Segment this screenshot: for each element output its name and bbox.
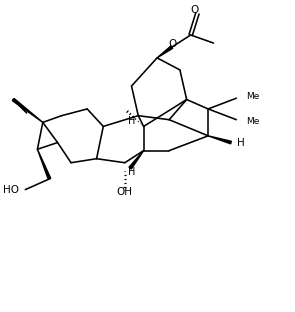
Polygon shape — [37, 149, 51, 179]
Text: H: H — [128, 167, 135, 177]
Text: Me: Me — [246, 92, 259, 101]
Text: O: O — [190, 5, 198, 15]
Text: H: H — [128, 116, 135, 126]
Text: Me: Me — [246, 117, 259, 125]
Polygon shape — [129, 151, 144, 169]
Polygon shape — [208, 136, 231, 144]
Polygon shape — [12, 98, 43, 122]
Text: OH: OH — [117, 187, 133, 197]
Text: H: H — [237, 138, 245, 148]
Polygon shape — [157, 46, 173, 58]
Text: HO: HO — [3, 185, 19, 195]
Text: O: O — [168, 39, 176, 49]
